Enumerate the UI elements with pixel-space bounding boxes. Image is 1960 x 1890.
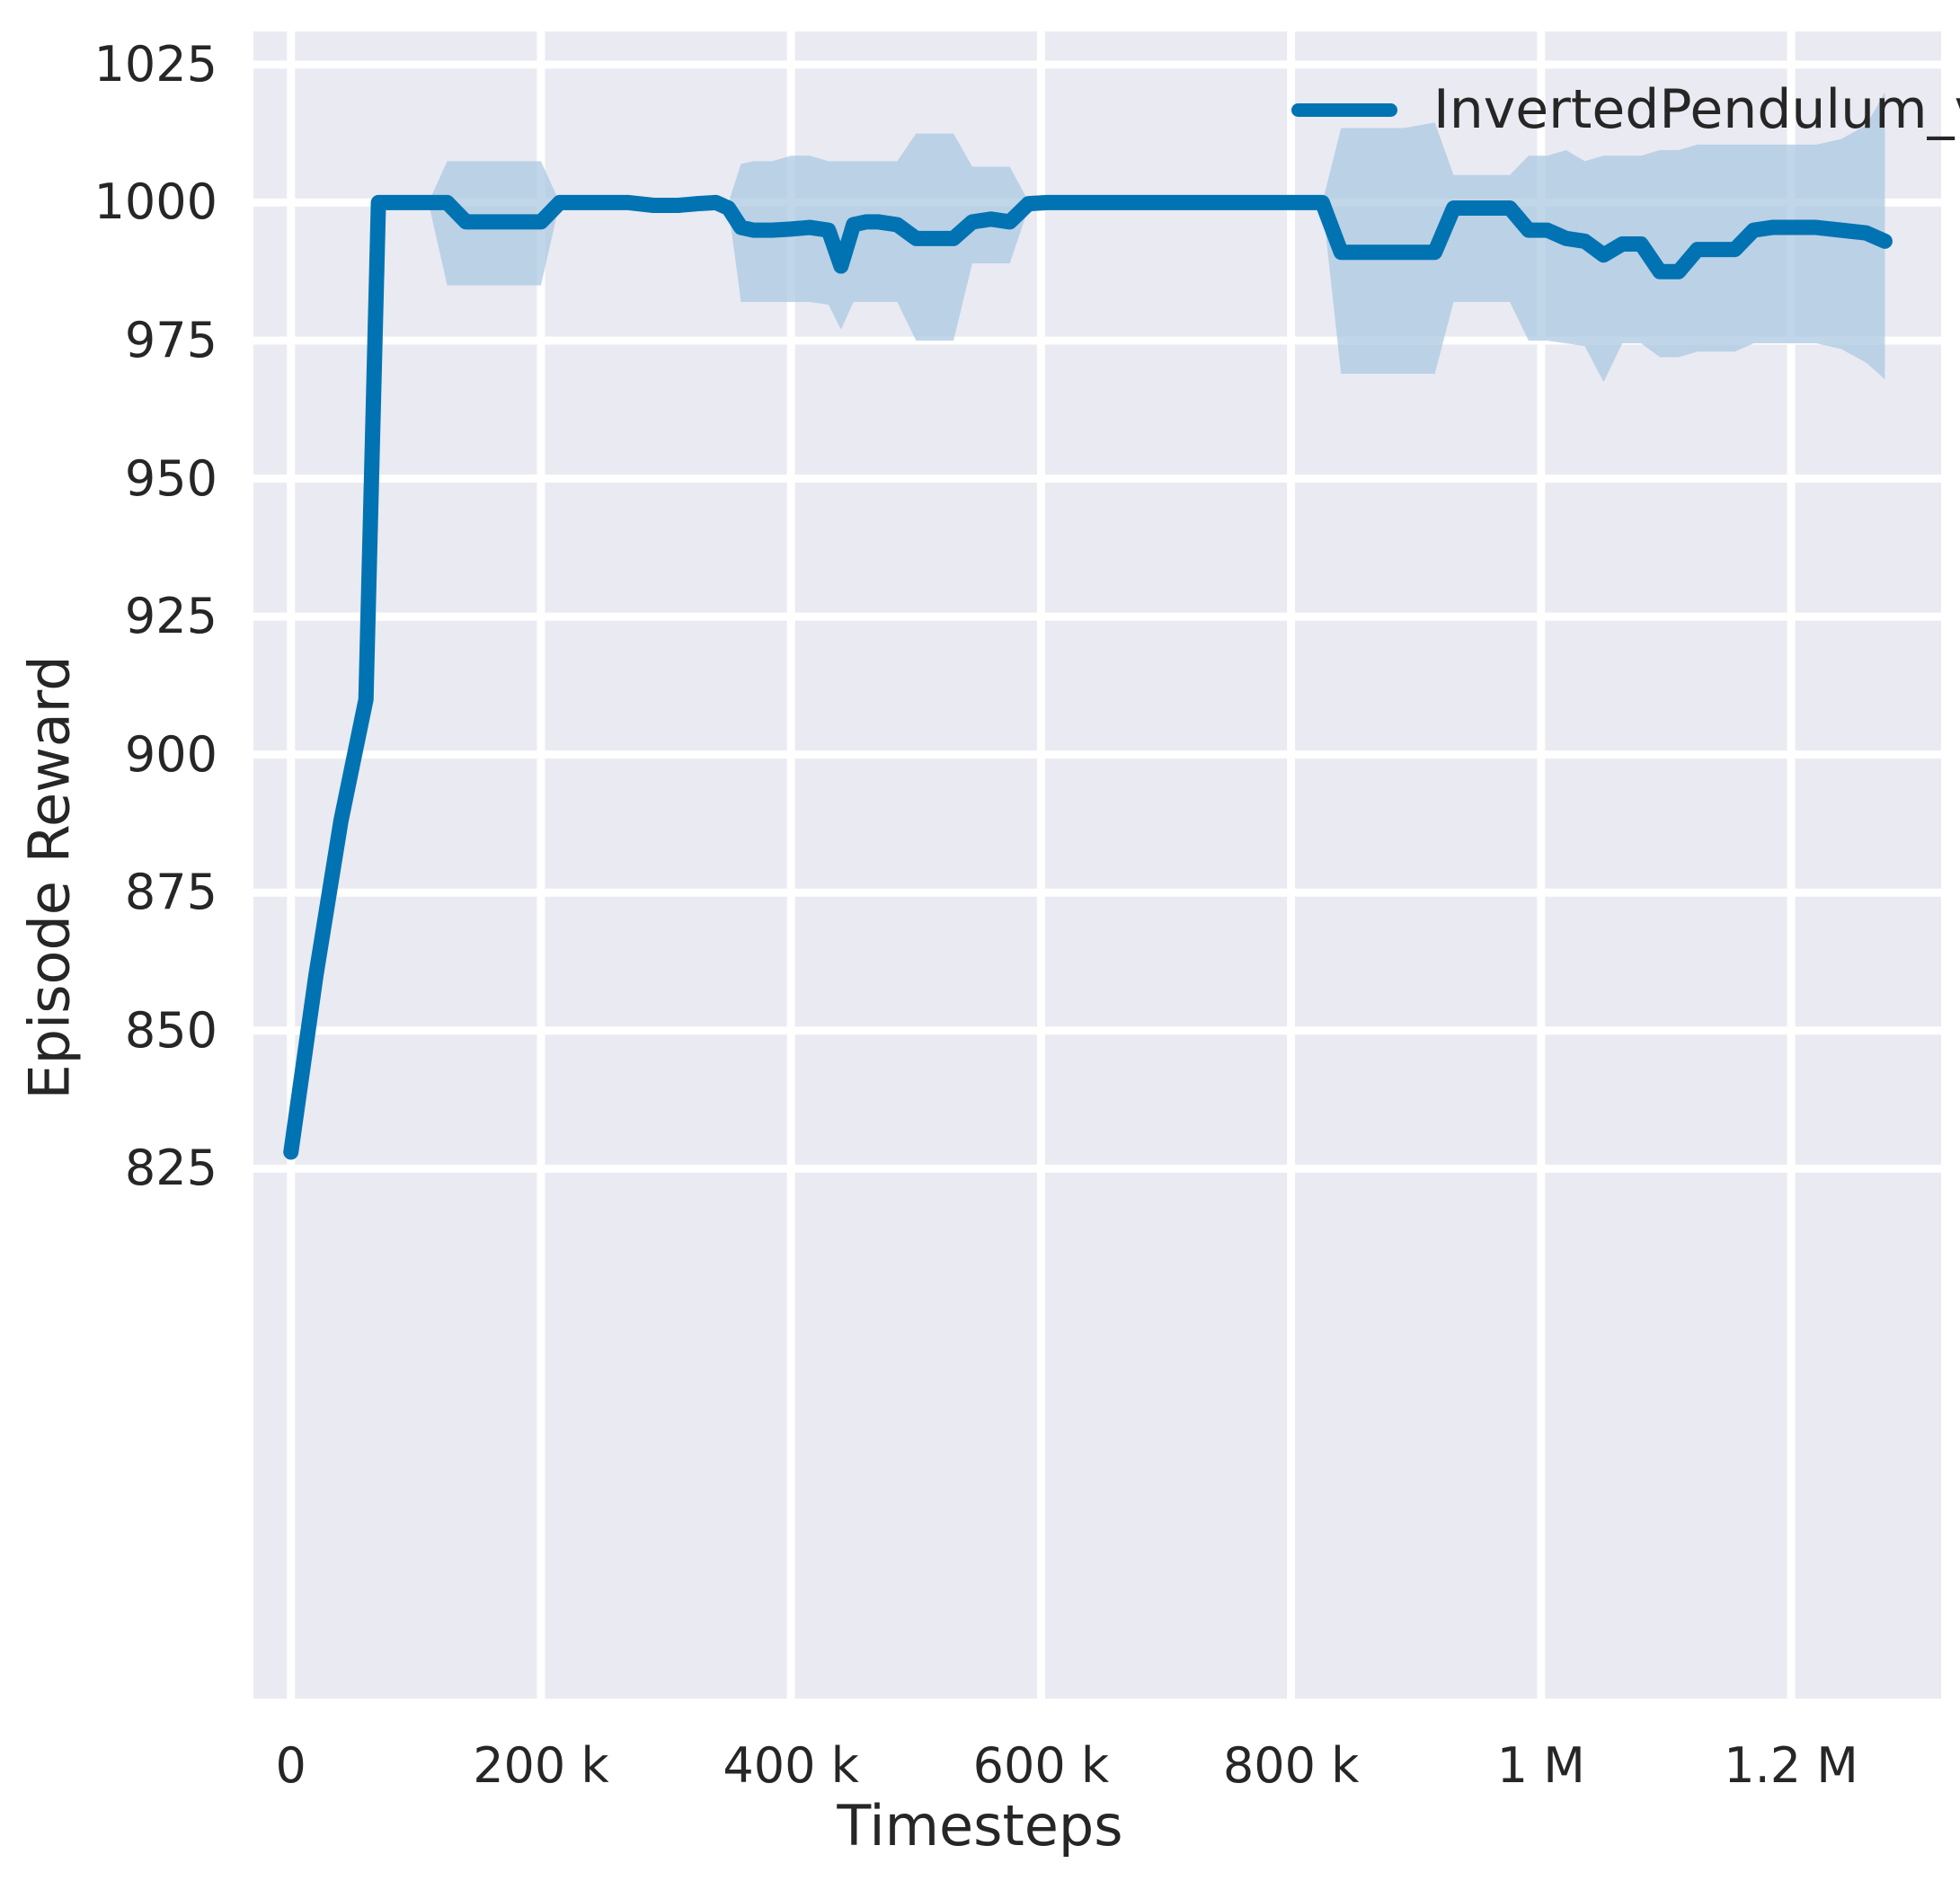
- legend-line-swatch: [1291, 102, 1397, 117]
- y-tick-label: 875: [124, 864, 217, 921]
- y-tick-label: 925: [124, 588, 217, 645]
- y-tick-label: 850: [124, 1001, 217, 1059]
- data-layer: [283, 92, 1893, 1160]
- y-tick-label: 950: [124, 449, 217, 507]
- y-tick-label: 1000: [93, 173, 217, 231]
- plot-area: InvertedPendulum_v2_sac (10): [253, 31, 1960, 1699]
- legend[interactable]: InvertedPendulum_v2_sac (10): [1291, 78, 1960, 141]
- y-tick-label: 900: [124, 725, 217, 783]
- legend-label: InvertedPendulum_v2_sac (10): [1433, 78, 1960, 141]
- x-tick-label: 600 k: [972, 1737, 1110, 1794]
- y-axis-title: Episode Reward: [16, 655, 83, 1100]
- x-tick-label: 800 k: [1222, 1737, 1360, 1794]
- x-tick-label: 1.2 M: [1724, 1737, 1858, 1794]
- x-axis-title: Timesteps: [837, 1793, 1123, 1859]
- y-tick-label: 975: [124, 311, 217, 368]
- x-tick-label: 200 k: [473, 1737, 609, 1794]
- grid-lines: [253, 31, 1941, 1699]
- series-line: [283, 194, 1893, 1160]
- x-tick-label: 1 M: [1496, 1737, 1585, 1794]
- y-tick-label: 1025: [93, 35, 217, 93]
- x-tick-label: 0: [275, 1737, 306, 1794]
- x-tick-label: 400 k: [723, 1737, 859, 1794]
- y-tick-label: 825: [124, 1140, 217, 1197]
